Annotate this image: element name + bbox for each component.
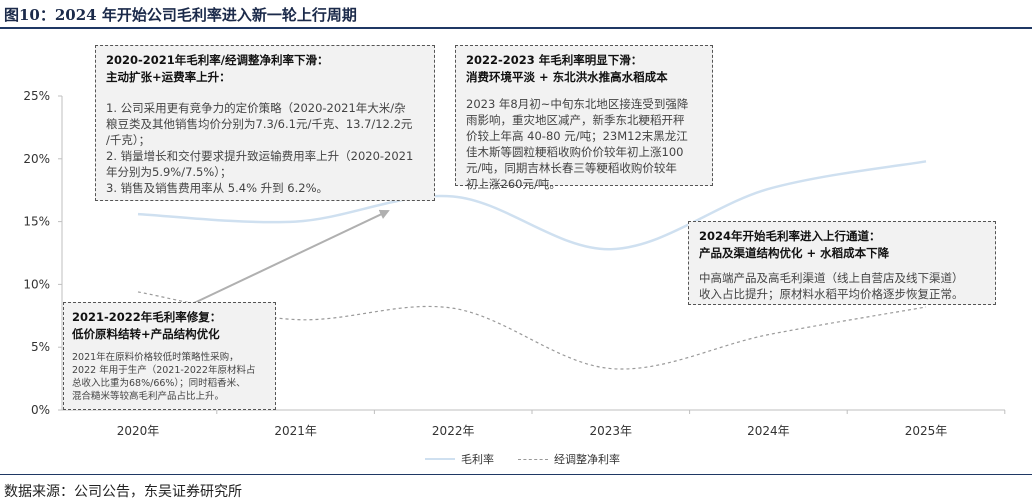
legend-item-gross-margin: 毛利率 bbox=[425, 451, 494, 467]
x-tick-label: 2023年 bbox=[590, 424, 633, 438]
x-tick-label: 2022年 bbox=[432, 424, 475, 438]
annotation-body: 中高端产品及高毛利渠道（线上自营店及线下渠道） 收入占比提升；原材料水稻平均价格… bbox=[699, 271, 964, 301]
y-tick-label: 25% bbox=[23, 89, 50, 103]
annotation-title: 2022-2023 年毛利率明显下滑： 消费环境平淡 + 东北洪水推高水稻成本 bbox=[466, 53, 668, 84]
y-tick-label: 20% bbox=[23, 152, 50, 166]
annotation-title: 2020-2021年毛利率/经调整净利率下滑： 主动扩张+运费率上升： bbox=[106, 53, 329, 84]
annotation-arrow bbox=[191, 209, 390, 305]
annotation-title: 2024年开始毛利率进入上行通道： 产品及渠道结构优化 + 水稻成本下降 bbox=[699, 229, 890, 260]
chart-legend: 毛利率 经调整净利率 bbox=[425, 451, 644, 467]
annotation-2024-onward: 2024年开始毛利率进入上行通道： 产品及渠道结构优化 + 水稻成本下降 中高端… bbox=[688, 221, 996, 305]
annotation-2021-2022: 2021-2022年毛利率修复： 低价原料结转+产品结构优化 2021年在原料价… bbox=[63, 302, 276, 410]
x-tick-label: 2021年 bbox=[274, 424, 317, 438]
annotation-2020-2021: 2020-2021年毛利率/经调整净利率下滑： 主动扩张+运费率上升： 1. 公… bbox=[95, 45, 435, 201]
x-tick-label: 2020年 bbox=[117, 424, 160, 438]
annotation-body: 2023 年8月初~中旬东北地区接连受到强降 雨影响，重灾地区减产，新季东北粳稻… bbox=[466, 97, 689, 191]
x-tick-label: 2025年 bbox=[905, 424, 948, 438]
annotation-body: 2021年在原料价格较低时策略性采购， 2022 年用于生产（2021-2022… bbox=[72, 352, 256, 402]
annotation-2022-2023: 2022-2023 年毛利率明显下滑： 消费环境平淡 + 东北洪水推高水稻成本 … bbox=[455, 45, 713, 191]
legend-item-adjusted-net-margin: 经调整净利率 bbox=[518, 451, 620, 467]
footer-rule bbox=[0, 474, 1032, 475]
y-tick-label: 10% bbox=[23, 277, 50, 291]
source-note: 数据来源：公司公告，东吴证券研究所 bbox=[4, 484, 242, 500]
legend-swatch-dashed bbox=[518, 458, 548, 460]
y-tick-label: 15% bbox=[23, 215, 50, 229]
figure-title: 图10：2024 年开始公司毛利率进入新一轮上行周期 bbox=[4, 6, 357, 24]
series-line-gross-margin bbox=[137, 160, 927, 251]
y-tick-label: 5% bbox=[31, 340, 50, 354]
y-tick-label: 0% bbox=[31, 403, 50, 417]
series-line-adjusted-net-margin bbox=[137, 291, 927, 370]
x-tick-label: 2024年 bbox=[747, 424, 790, 438]
legend-swatch-solid bbox=[425, 458, 455, 460]
title-rule bbox=[0, 27, 1032, 29]
annotation-body: 1. 公司采用更有竞争力的定价策略（2020-2021年大米/杂 粮豆类及其他销… bbox=[106, 101, 414, 195]
annotation-title: 2021-2022年毛利率修复： 低价原料结转+产品结构优化 bbox=[72, 310, 222, 341]
